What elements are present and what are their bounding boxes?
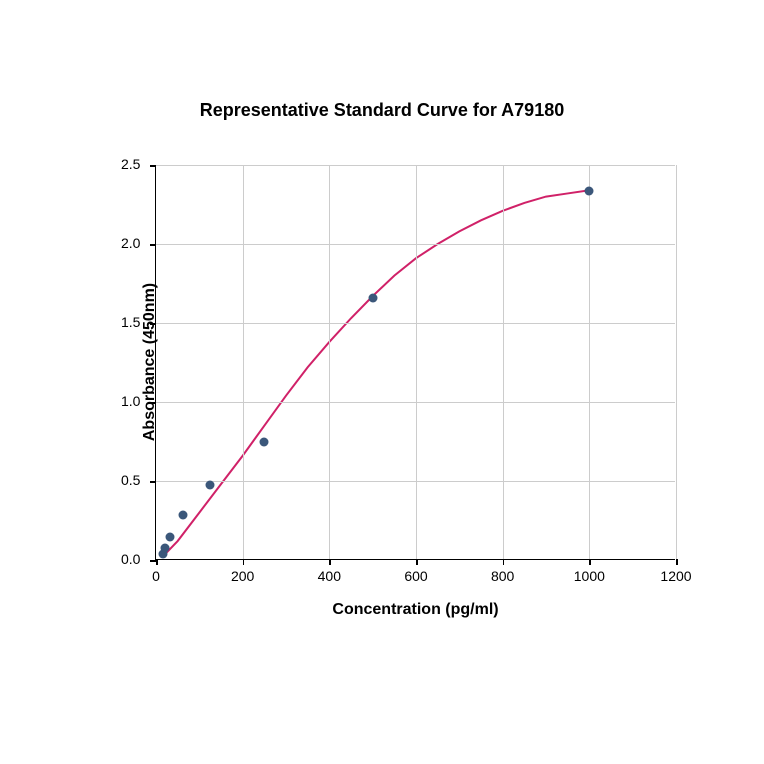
x-tick-label: 400 xyxy=(318,568,341,584)
y-tick-label: 2.5 xyxy=(121,156,140,172)
grid-line-vertical xyxy=(416,165,417,559)
x-tick-mark xyxy=(156,559,158,565)
y-tick-mark xyxy=(150,481,156,483)
grid-line-vertical xyxy=(676,165,677,559)
x-tick-label: 200 xyxy=(231,568,254,584)
grid-line-vertical xyxy=(589,165,590,559)
x-tick-mark xyxy=(503,559,505,565)
x-tick-label: 800 xyxy=(491,568,514,584)
data-point xyxy=(165,532,174,541)
grid-line-horizontal xyxy=(156,481,675,482)
y-tick-label: 0.5 xyxy=(121,472,140,488)
grid-line-horizontal xyxy=(156,402,675,403)
grid-line-vertical xyxy=(329,165,330,559)
y-tick-mark xyxy=(150,323,156,325)
y-tick-mark xyxy=(150,560,156,562)
grid-line-vertical xyxy=(503,165,504,559)
data-point xyxy=(585,186,594,195)
x-axis-label: Concentration (pg/ml) xyxy=(156,601,675,619)
grid-line-horizontal xyxy=(156,244,675,245)
data-point xyxy=(260,438,269,447)
x-tick-mark xyxy=(589,559,591,565)
grid-line-vertical xyxy=(243,165,244,559)
grid-line-horizontal xyxy=(156,323,675,324)
data-point xyxy=(160,543,169,552)
x-tick-label: 1000 xyxy=(574,568,605,584)
plot-area: Absorbance (450nm) Concentration (pg/ml)… xyxy=(155,165,675,560)
x-tick-label: 1200 xyxy=(660,568,691,584)
y-tick-mark xyxy=(150,402,156,404)
data-point xyxy=(178,510,187,519)
x-tick-mark xyxy=(416,559,418,565)
data-point xyxy=(368,294,377,303)
x-tick-mark xyxy=(676,559,678,565)
x-tick-mark xyxy=(329,559,331,565)
x-tick-label: 600 xyxy=(404,568,427,584)
y-tick-mark xyxy=(150,165,156,167)
chart-title: Representative Standard Curve for A79180 xyxy=(0,100,764,121)
y-tick-mark xyxy=(150,244,156,246)
grid-line-horizontal xyxy=(156,165,675,166)
x-tick-mark xyxy=(243,559,245,565)
data-point xyxy=(206,480,215,489)
y-tick-label: 0.0 xyxy=(121,551,140,567)
y-tick-label: 1.5 xyxy=(121,314,140,330)
y-tick-label: 2.0 xyxy=(121,235,140,251)
y-tick-label: 1.0 xyxy=(121,393,140,409)
x-tick-label: 0 xyxy=(152,568,160,584)
